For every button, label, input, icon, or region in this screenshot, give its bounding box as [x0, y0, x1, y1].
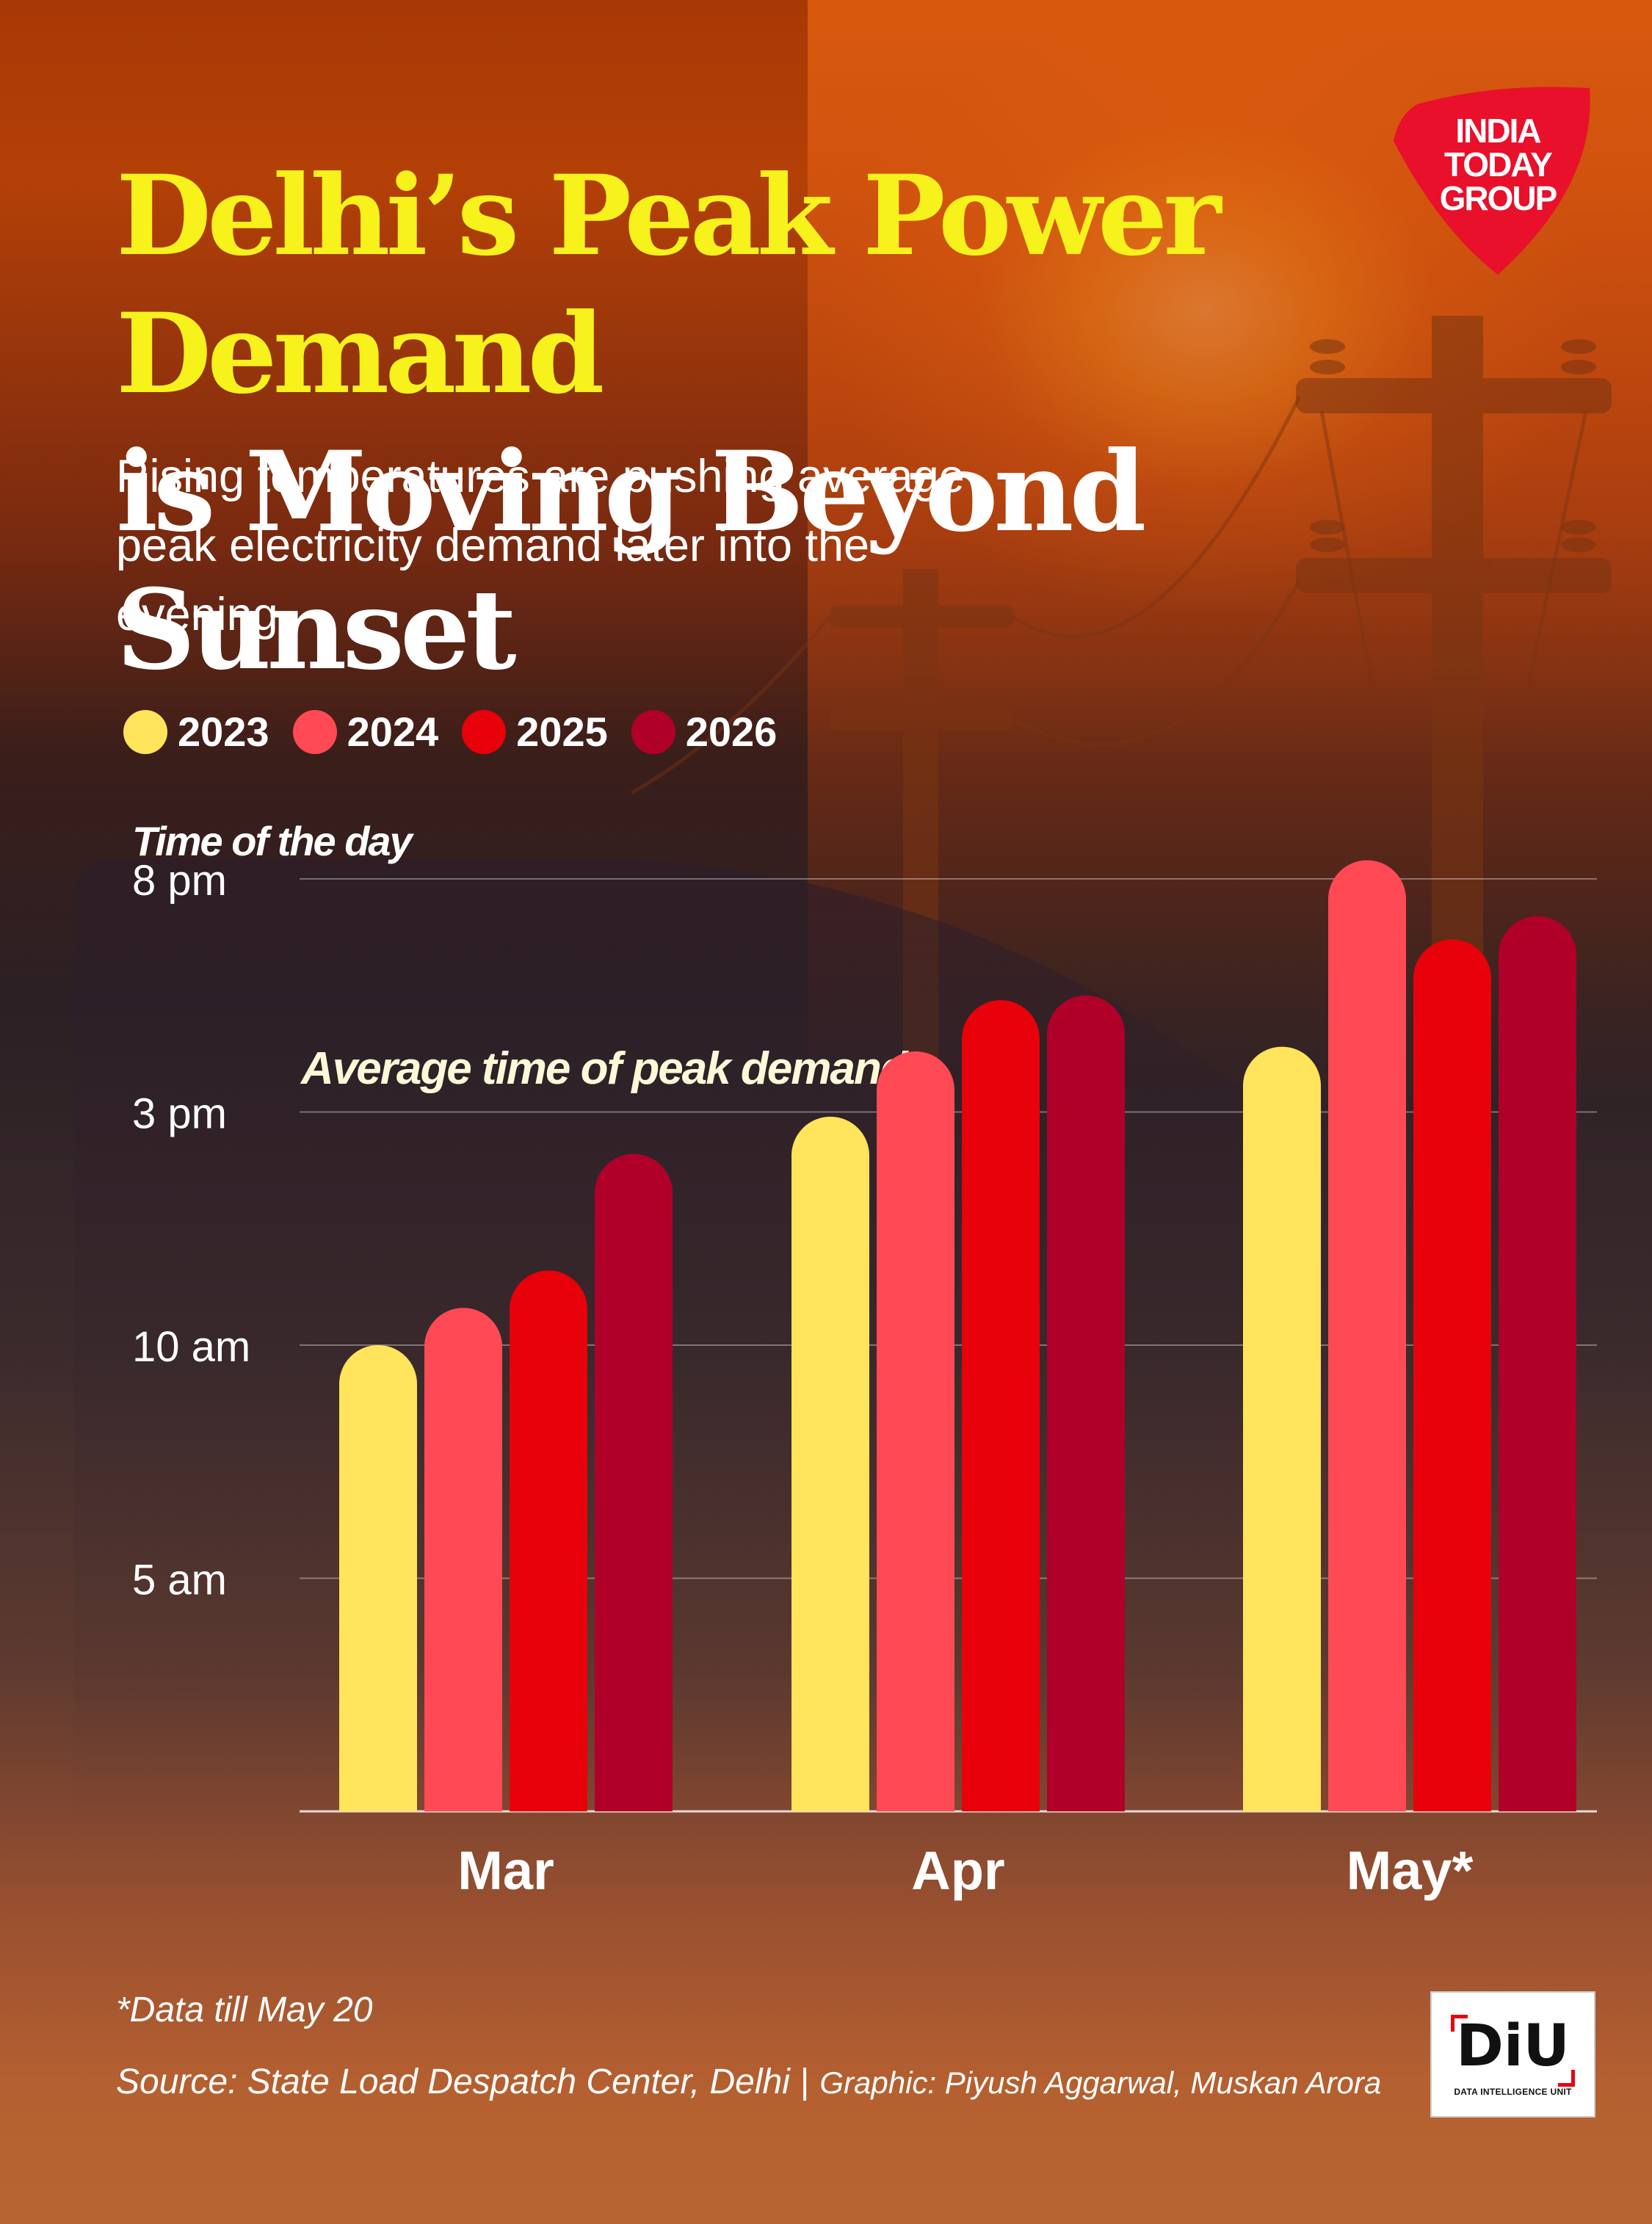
- legend-item-2025: 2025: [462, 708, 608, 756]
- source-text: Source: State Load Despatch Center, Delh…: [116, 2062, 790, 2101]
- bar-2025-May: [1413, 939, 1491, 1811]
- source-line: Source: State Load Despatch Center, Delh…: [116, 2062, 1381, 2102]
- y-axis-label: Time of the day: [132, 818, 415, 864]
- diu-corner-mark: [1558, 2070, 1575, 2087]
- diu-corner-mark: [1451, 2015, 1468, 2032]
- chart-annotation: Average time of peak demand: [300, 1043, 909, 1094]
- legend-dot-2023: [123, 709, 167, 754]
- chart-subtitle: Rising temperatures are pushing average …: [116, 451, 965, 640]
- legend-label-2024: 2024: [347, 709, 439, 755]
- source-separator: |: [800, 2062, 810, 2101]
- legend-item-2024: 2024: [292, 708, 439, 756]
- legend-label-2025: 2025: [516, 709, 608, 755]
- india-today-logo-text: INDIA TODAY GROUP: [1439, 112, 1558, 217]
- diu-logo-subtext: DATA INTELLIGENCE UNIT: [1454, 2087, 1572, 2097]
- title-line-2: is Moving Beyond Sunset: [116, 427, 1146, 695]
- footnote: *Data till May 20: [116, 1991, 373, 2029]
- legend-label-2026: 2026: [685, 709, 778, 755]
- bar-2026-May: [1499, 916, 1576, 1811]
- graphic-credit: Graphic: Piyush Aggarwal, Muskan Arora: [819, 2065, 1382, 2100]
- bar-2024-Apr: [877, 1051, 954, 1811]
- legend-dot-2025: [462, 709, 507, 754]
- bar-2024-Mar: [424, 1308, 502, 1811]
- bar-2023-Mar: [339, 1345, 417, 1811]
- x-category-label: May*: [1347, 1840, 1474, 1901]
- bar-2025-Mar: [510, 1270, 587, 1811]
- legend-item-2023: 2023: [123, 708, 269, 756]
- diu-logo: DiU DATA INTELLIGENCE UNIT: [1430, 1991, 1595, 2118]
- y-tick-label: 8 pm: [132, 857, 227, 905]
- legend-label-2023: 2023: [178, 709, 269, 755]
- x-category-label: Mar: [457, 1840, 554, 1901]
- legend-dot-2026: [631, 709, 675, 754]
- title-line-1: Delhi’s Peak Power Demand: [116, 151, 1221, 419]
- bar-2025-Apr: [962, 1000, 1040, 1811]
- x-category-label: Apr: [911, 1840, 1004, 1901]
- chart-title: Delhi’s Peak Power Demand is Moving Beyo…: [116, 147, 1438, 699]
- bar-2023-May: [1243, 1046, 1321, 1811]
- y-tick-label: 10 am: [132, 1323, 250, 1371]
- bar-2023-Apr: [791, 1116, 869, 1811]
- bar-2026-Mar: [595, 1153, 673, 1811]
- bar-2024-May: [1328, 860, 1406, 1811]
- legend-dot-2024: [292, 709, 337, 754]
- y-tick-label: 3 pm: [132, 1090, 227, 1138]
- legend-item-2026: 2026: [631, 708, 778, 756]
- india-today-logo: [1394, 87, 1590, 275]
- chart-legend: 2023 2024 2025 2026: [123, 708, 800, 756]
- bar-2026-Apr: [1047, 995, 1125, 1811]
- diu-logo-mark: DiU: [1456, 2013, 1570, 2079]
- y-tick-label: 5 am: [132, 1557, 227, 1604]
